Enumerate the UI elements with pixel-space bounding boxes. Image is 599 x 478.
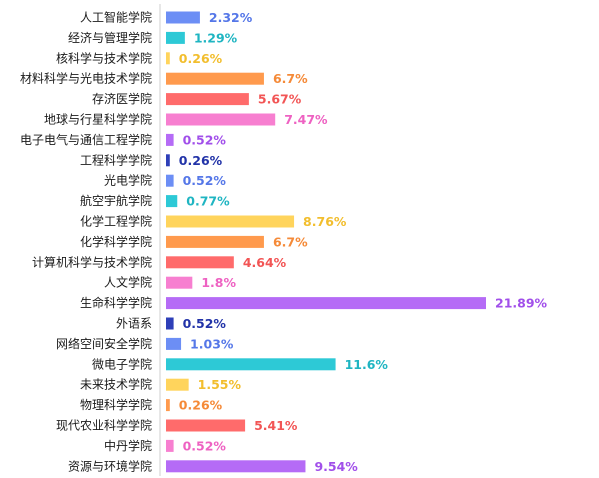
category-label-19: 物理科学学院 [80, 397, 152, 412]
bar-13 [166, 276, 193, 289]
value-label-12: 4.64% [243, 255, 287, 270]
bar-5 [166, 113, 276, 126]
value-label-22: 9.54% [314, 459, 358, 474]
value-label-11: 6.7% [273, 234, 308, 249]
value-label-18: 1.55% [198, 377, 242, 392]
value-label-10: 8.76% [303, 214, 347, 229]
bar-19 [166, 399, 170, 412]
category-label-16: 网络空间安全学院 [56, 336, 152, 351]
category-label-3: 材料科学与光电技术学院 [20, 71, 152, 86]
value-label-17: 11.6% [345, 357, 389, 372]
bar-17 [166, 358, 336, 371]
category-label-10: 化学工程学院 [80, 214, 152, 229]
bar-0 [166, 11, 200, 24]
category-label-1: 经济与管理学院 [68, 30, 152, 45]
bar-1 [166, 31, 185, 44]
category-label-11: 化学科学学院 [80, 234, 152, 249]
value-label-3: 6.7% [273, 71, 308, 86]
value-label-15: 0.52% [183, 316, 227, 331]
value-label-6: 0.52% [183, 132, 227, 147]
category-label-20: 现代农业科学学院 [56, 418, 152, 433]
category-label-5: 地球与行星科学学院 [44, 112, 152, 127]
bar-6 [166, 133, 174, 146]
category-label-17: 微电子学院 [92, 356, 152, 371]
bar-3 [166, 72, 264, 85]
bar-10 [166, 215, 295, 228]
category-label-18: 未来技术学院 [80, 377, 152, 392]
value-label-1: 1.29% [194, 30, 238, 45]
value-label-7: 0.26% [179, 153, 223, 168]
category-label-12: 计算机科学与技术学院 [32, 254, 152, 269]
value-label-16: 1.03% [190, 336, 234, 351]
bar-18 [166, 378, 189, 391]
value-label-14: 21.89% [495, 296, 548, 311]
bar-21 [166, 439, 174, 452]
bar-14 [166, 297, 486, 310]
value-label-20: 5.41% [254, 418, 298, 433]
bar-16 [166, 337, 182, 350]
value-label-8: 0.52% [183, 173, 227, 188]
category-label-22: 资源与环境学院 [68, 458, 152, 473]
bar-15 [166, 317, 174, 330]
bar-8 [166, 174, 174, 187]
value-labels-layer: 2.32% 1.29% 0.26% 6.7% 5.67% 7.47% 0.52% 0.26% 0… [179, 10, 548, 474]
bar-9 [166, 195, 178, 208]
category-label-14: 生命科学学院 [80, 295, 152, 310]
category-label-15: 外语系 [116, 317, 152, 331]
category-labels-layer: 人工智能学院经济与管理学院核科学与技术学院材料科学与光电技术学院存济医学院地球与… [20, 10, 152, 474]
bar-7 [166, 154, 170, 167]
bars-layer [166, 11, 486, 473]
value-label-5: 7.47% [284, 112, 328, 127]
category-label-2: 核科学与技术学院 [56, 50, 152, 65]
category-label-8: 光电学院 [104, 173, 152, 188]
category-label-21: 中丹学院 [104, 438, 152, 453]
value-label-2: 0.26% [179, 51, 223, 66]
category-label-7: 工程科学学院 [80, 152, 152, 167]
bar-4 [166, 93, 249, 106]
value-label-21: 0.52% [183, 438, 227, 453]
category-label-6: 电子电气与通信工程学院 [20, 132, 152, 147]
bar-22 [166, 460, 306, 473]
category-label-4: 存济医学院 [92, 91, 152, 106]
bar-12 [166, 256, 234, 269]
category-label-13: 人文学院 [104, 275, 152, 290]
bar-11 [166, 235, 264, 248]
value-label-19: 0.26% [179, 398, 223, 413]
value-label-0: 2.32% [209, 10, 253, 25]
category-label-9: 航空宇航学院 [80, 193, 152, 208]
value-label-9: 0.77% [186, 194, 230, 209]
value-label-13: 1.8% [201, 275, 236, 290]
category-label-0: 人工智能学院 [80, 10, 152, 25]
bar-20 [166, 419, 246, 432]
bar-2 [166, 52, 170, 65]
value-label-4: 5.67% [258, 92, 302, 107]
